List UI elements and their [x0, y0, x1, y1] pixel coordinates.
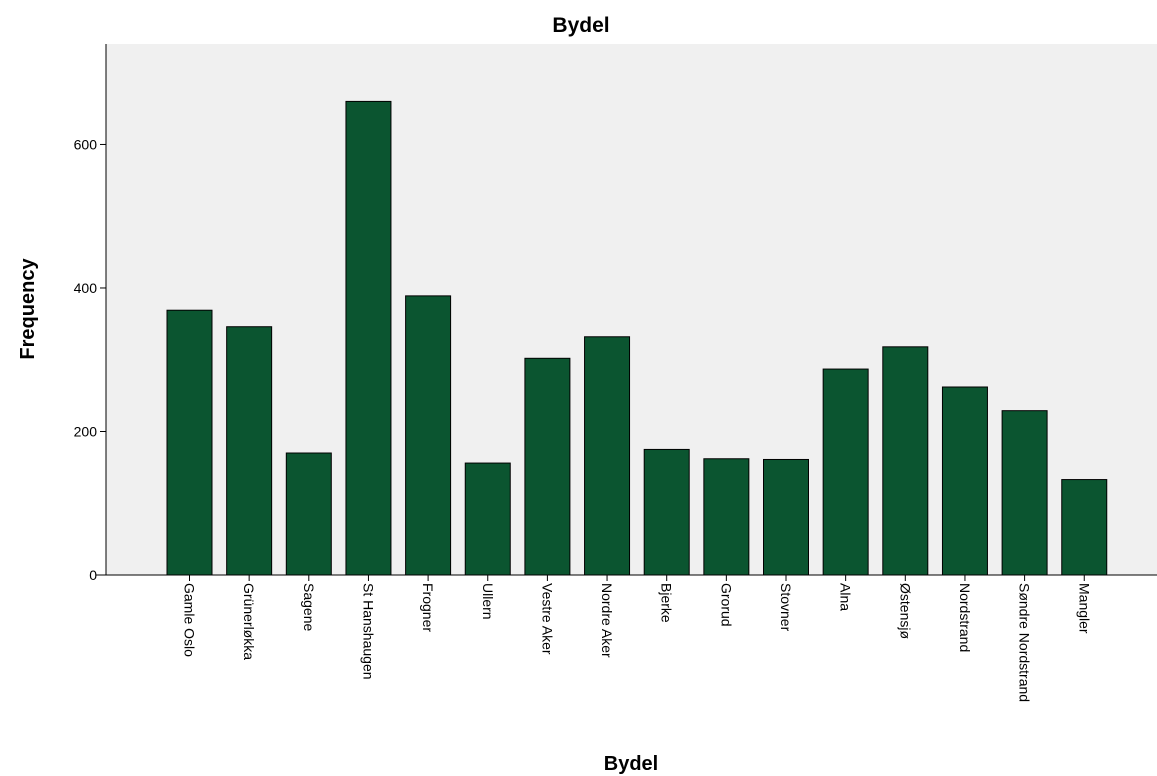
x-tick-label: Frogner	[420, 583, 436, 632]
bar	[643, 448, 690, 576]
y-axis-title: Frequency	[17, 258, 39, 360]
x-tick-label: Ullern	[480, 583, 496, 620]
bar	[1001, 410, 1048, 576]
bars	[166, 100, 1108, 576]
x-tick-label: Gamle Oslo	[182, 583, 198, 657]
x-tick-label: Søndre Nordstrand	[1017, 583, 1033, 702]
bar	[941, 386, 988, 576]
bar	[882, 346, 929, 576]
bar	[464, 462, 511, 576]
x-tick-label: Grünerløkka	[241, 583, 257, 660]
x-tick-label: Alna	[838, 583, 854, 611]
x-tick-label: Sagene	[301, 583, 317, 631]
chart-title: Bydel	[552, 14, 609, 37]
x-tick-label: Mangler	[1076, 583, 1092, 634]
x-axis-title: Bydel	[604, 753, 658, 775]
x-tick-label: Østensjø	[897, 583, 913, 639]
bar	[703, 458, 750, 576]
x-tick-label: Stovner	[778, 583, 794, 632]
x-tick-label: Vestre Aker	[539, 583, 555, 655]
y-tick-label: 600	[74, 136, 98, 152]
x-tick-label: Grorud	[718, 583, 734, 627]
x-tick-label: St Hanshaugen	[360, 583, 376, 680]
bar	[166, 309, 213, 576]
bar	[405, 295, 452, 576]
y-tick-label: 400	[74, 280, 98, 296]
bar	[763, 458, 809, 576]
bar	[345, 100, 392, 576]
x-tick-label: Nordre Aker	[599, 583, 615, 658]
x-axis: Gamle Oslo Grünerløkka Sagene St Hanshaugen…	[96, 574, 1157, 702]
x-tick-label: Bjerke	[659, 583, 675, 623]
x-tick-label: Nordstrand	[957, 583, 973, 652]
y-axis: 0 200 400 600	[74, 44, 107, 583]
bar	[226, 326, 273, 576]
bar	[524, 357, 571, 576]
bar	[1061, 479, 1108, 576]
y-tick-label: 0	[89, 567, 97, 583]
bar	[285, 452, 332, 576]
bar	[584, 336, 631, 576]
y-tick-label: 200	[74, 423, 98, 439]
bar	[822, 368, 869, 576]
